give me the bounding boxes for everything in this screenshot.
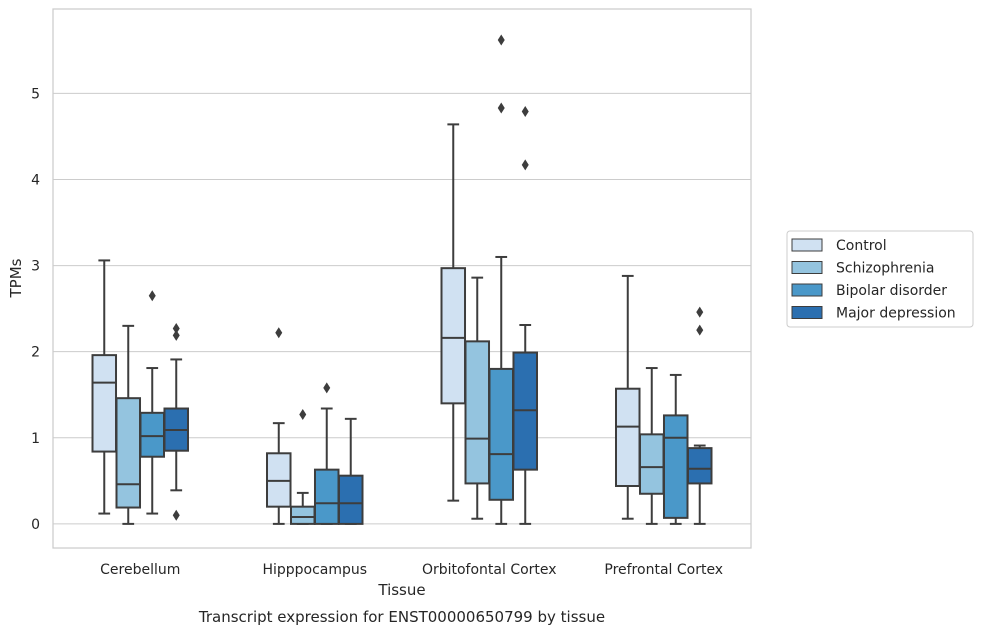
box-4-3: [512, 105, 538, 525]
legend-label-3: Bipolar disorder: [836, 283, 947, 299]
series-4: [163, 105, 713, 525]
outlier-point-1: [299, 409, 307, 421]
box-iqr: [115, 397, 142, 509]
outlier-point-1: [172, 322, 180, 334]
box-1-4: [615, 274, 641, 520]
box-iqr: [615, 387, 641, 488]
outlier-point-2: [497, 34, 505, 46]
x-tick-label-3: Orbitofontal Cortex: [422, 562, 557, 578]
box-iqr: [662, 414, 689, 519]
y-tick-label-2: 2: [31, 345, 40, 361]
x-tick-label-4: Prefrontal Cortex: [604, 562, 723, 578]
outlier-point-3: [172, 509, 180, 521]
outlier-point-2: [521, 159, 529, 171]
x-tick-label-1: Cerebellum: [100, 562, 180, 578]
outlier-point-1: [497, 102, 505, 114]
outlier-point-1: [696, 306, 704, 318]
chart-caption: Transcript expression for ENST0000065079…: [198, 608, 605, 626]
outlier-point-2: [696, 324, 704, 336]
legend: Control Schizophrenia Bipolar disorder Majo…: [786, 230, 974, 328]
x-tick-label-2: Hipppocampus: [262, 562, 367, 578]
box-2-4: [638, 367, 665, 525]
y-tick-labels: 0 1 2 3 4 5: [31, 86, 40, 533]
legend-items: Control Schizophrenia Bipolar disorder Majo…: [791, 238, 956, 322]
legend-label-1: Control: [836, 238, 887, 254]
box-3-3: [488, 34, 515, 525]
box-2-1: [115, 324, 142, 525]
legend-label-2: Schizophrenia: [836, 261, 934, 277]
series-3: [139, 34, 689, 525]
box-3-1: [139, 290, 166, 515]
box-iqr: [686, 447, 713, 485]
outlier-point-2: [172, 329, 180, 341]
outlier-point-1: [323, 382, 331, 394]
box-1-3: [440, 123, 467, 502]
outlier-point-1: [275, 327, 283, 339]
series-2: [115, 276, 665, 525]
box-4-1: [163, 322, 189, 521]
outlier-point-1: [148, 290, 156, 302]
y-tick-label-1: 1: [31, 431, 40, 447]
box-1-1: [91, 259, 118, 515]
series-1: [91, 123, 641, 525]
box-iqr: [91, 354, 118, 453]
box-iqr: [464, 340, 491, 485]
box-1-2: [266, 327, 292, 525]
box-3-2: [313, 382, 340, 525]
y-tick-label-3: 3: [31, 259, 40, 275]
box-2-2: [289, 409, 316, 525]
box-iqr: [488, 367, 515, 501]
box-iqr: [289, 505, 316, 525]
box-2-3: [464, 276, 491, 520]
outlier-point-1: [521, 105, 529, 117]
legend-swatch-3: [791, 283, 823, 297]
y-tick-label-5: 5: [31, 86, 40, 102]
legend-swatch-4: [791, 306, 823, 319]
box-iqr: [638, 433, 665, 495]
box-iqr: [313, 468, 340, 525]
y-tick-label-0: 0: [31, 517, 40, 533]
box-iqr: [337, 474, 364, 525]
legend-swatch-1: [791, 238, 823, 252]
box-4-2: [337, 417, 364, 525]
y-tick-label-4: 4: [31, 172, 40, 188]
plot-frame: [52, 8, 752, 549]
box-iqr: [139, 411, 166, 458]
box-4-4: [686, 306, 713, 525]
legend-swatch-2: [791, 261, 823, 274]
y-axis-title: TPMs: [7, 258, 25, 298]
legend-label-4: Major depression: [836, 306, 956, 322]
box-groups: [91, 34, 713, 525]
box-iqr: [440, 267, 467, 405]
x-axis-title: Tissue: [377, 581, 425, 599]
box-3-4: [662, 373, 689, 525]
x-tick-labels: Cerebellum Hipppocampus Orbitofontal Corte…: [100, 562, 723, 578]
legend-frame: [786, 230, 974, 328]
